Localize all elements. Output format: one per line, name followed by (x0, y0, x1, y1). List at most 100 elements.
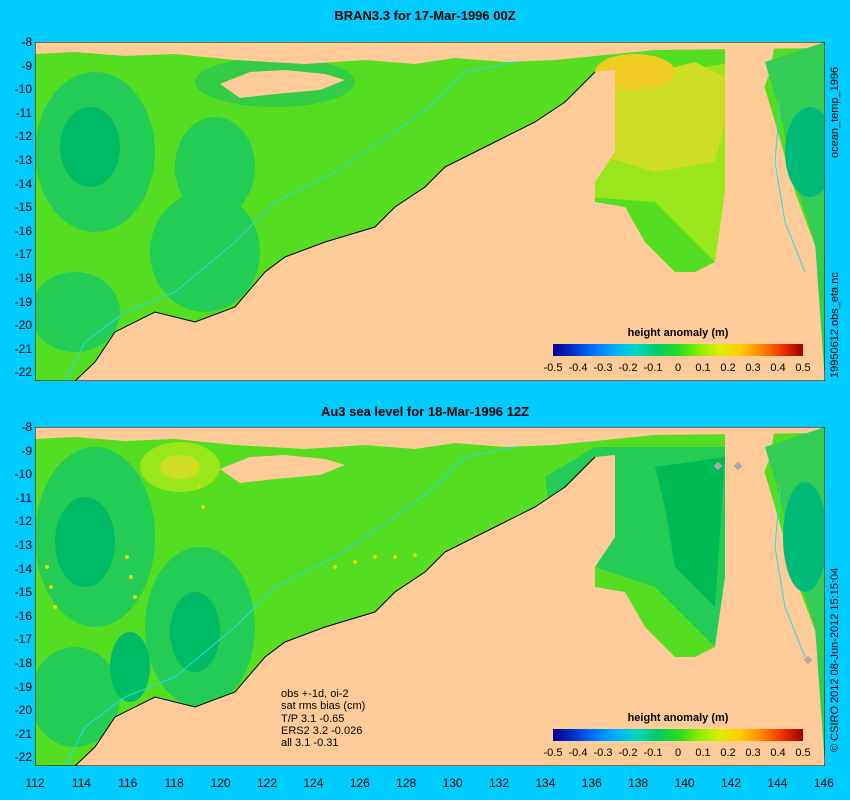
isobath-200m (64, 446, 516, 766)
isobath-200m (64, 61, 516, 381)
colorbar-tick-label: 0 (674, 747, 682, 759)
eddy-low (60, 107, 120, 187)
colorbar-tick-label: 0.2 (720, 362, 736, 374)
y-tick-label: -16 (14, 608, 32, 623)
colorbar-tick-label: -0.1 (643, 362, 663, 374)
x-tick-label: 130 (442, 776, 463, 790)
y-tick-label: -14 (14, 176, 32, 191)
eddy-low (170, 592, 220, 672)
y-tick-label: -18 (14, 271, 32, 285)
y-tick-label: -15 (14, 585, 32, 600)
eddy-low (35, 647, 120, 747)
eddy-low (150, 192, 260, 312)
eddy-low (783, 482, 825, 592)
top-map-panel (35, 42, 825, 381)
colorbar-tick-label: -0.4 (568, 747, 588, 759)
y-tick-label: -10 (14, 467, 32, 482)
observation-stats: obs +-1d, oi-2 sat rms bias (cm) T/P 3.1… (281, 688, 365, 749)
x-tick-label: 124 (303, 776, 324, 790)
y-tick-label: -9 (21, 443, 32, 458)
top-map (35, 42, 825, 381)
bottom-side-label: © CSIRO 2012 08-Jun-2012 15:15:04 (829, 567, 841, 752)
colorbar-tick-label: 0 (674, 362, 682, 374)
colorbar-tick-label: 0.1 (695, 747, 711, 759)
bottom-map-panel (35, 427, 825, 766)
x-tick-label: 136 (581, 776, 602, 790)
colorbar-tick-label: -0.5 (543, 362, 563, 374)
y-tick-label: -16 (14, 223, 32, 238)
x-tick-label: 126 (349, 776, 370, 790)
y-tick-label: -22 (14, 365, 32, 380)
stats-line: T/P 3.1 -0.65 (281, 712, 345, 725)
colorbar-tick-label: -0.3 (593, 747, 613, 759)
stats-line: obs +-1d, oi-2 (281, 688, 349, 700)
y-tick-label: -22 (14, 750, 32, 765)
colorbar-tick-label: 0.4 (770, 747, 786, 759)
y-tick-label: -19 (14, 679, 32, 694)
eddy-low (175, 117, 255, 217)
legend-title: height anomaly (m) (627, 712, 729, 724)
colorbar-tick-label: -0.5 (543, 747, 563, 759)
x-tick-label: 114 (71, 776, 91, 790)
x-tick-label: 112 (25, 776, 45, 790)
anomaly-high (160, 455, 200, 479)
x-tick-label: 128 (396, 776, 417, 790)
colorbar-tick-label: -0.3 (593, 362, 613, 374)
y-tick-label: -19 (14, 294, 32, 309)
y-tick-label: -18 (14, 656, 32, 670)
y-tick-label: -8 (21, 420, 32, 434)
cape-york (725, 42, 775, 272)
colorbar (553, 344, 803, 356)
top-side-label: ocean_temp_1996 (829, 66, 841, 158)
cape-york (725, 427, 775, 657)
bottom-panel-title: Au3 sea level for 18-Mar-1996 12Z (320, 404, 530, 419)
x-tick-label: 122 (256, 776, 278, 790)
isobath-200m (774, 486, 806, 658)
colorbar-tick-label: -0.2 (618, 362, 638, 374)
x-tick-label: 140 (674, 776, 695, 790)
colorbar-tick-label: -0.1 (643, 747, 663, 759)
y-tick-label: -20 (14, 703, 32, 718)
land-timor (220, 70, 345, 98)
colorbar-tick-label: 0.4 (770, 362, 786, 374)
y-tick-label: -10 (14, 82, 32, 97)
y-tick-label: -13 (14, 538, 32, 552)
y-tick-label: -21 (14, 341, 32, 356)
eddy-low (785, 107, 825, 197)
colorbar-tick-label: -0.4 (568, 362, 588, 374)
y-tick-label: -12 (14, 129, 32, 144)
x-tick-label: 118 (164, 776, 184, 790)
land-indonesia (35, 42, 825, 64)
x-tick-label: 132 (488, 776, 510, 790)
y-tick-label: -9 (21, 58, 32, 73)
y-tick-label: -17 (14, 632, 32, 647)
stats-line: ERS2 3.2 -0.026 (281, 724, 363, 737)
satellite-track-points (45, 465, 417, 609)
bottom-map (35, 427, 825, 766)
eddy-low (110, 632, 150, 702)
top-colorbar-legend: height anomaly (m) -0.5 -0.4 -0.3 -0.2 -0.1 0… (544, 327, 811, 374)
top-panel-title: BRAN3.3 for 17-Mar-1996 00Z (334, 8, 516, 23)
colorbar-tick-label: 0.3 (745, 362, 761, 374)
x-tick-label: 120 (210, 776, 231, 790)
isobath-200m (774, 101, 806, 273)
land-australia (75, 455, 825, 766)
y-tick-label: -8 (21, 35, 32, 49)
land-australia (75, 70, 825, 381)
colorbar-tick-label: 0.1 (695, 362, 711, 374)
legend-title: height anomaly (m) (627, 327, 729, 339)
x-tick-label: 116 (118, 776, 138, 790)
x-tick-label: 142 (720, 776, 742, 790)
y-tick-label: -11 (15, 105, 32, 120)
y-tick-label: -13 (14, 153, 32, 167)
land-timor (220, 455, 345, 483)
y-tick-label: -15 (14, 200, 32, 215)
y-tick-label: -17 (14, 247, 32, 262)
y-tick-label: -12 (14, 514, 32, 529)
land-indonesia (35, 427, 825, 449)
y-tick-label: -20 (14, 318, 32, 333)
coast-outline (74, 456, 596, 766)
stats-line: all 3.1 -0.31 (281, 737, 339, 750)
top-side-label-2: 19950612.obs_eta.nc (829, 272, 841, 378)
coast-outline (74, 71, 596, 381)
